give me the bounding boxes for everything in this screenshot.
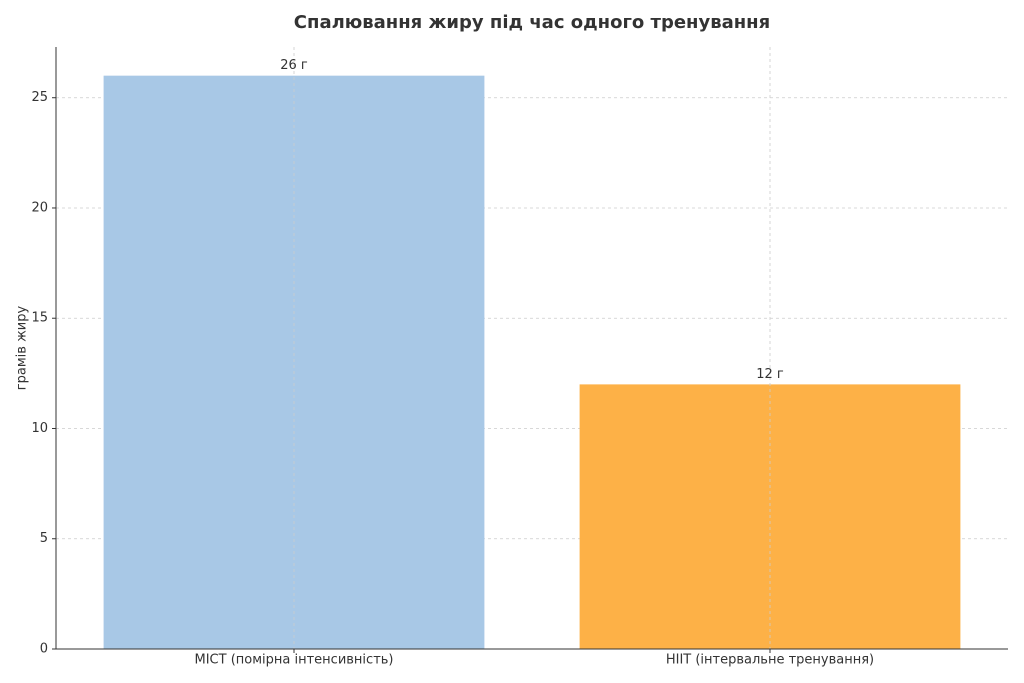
chart-title: Спалювання жиру під час одного тренуванн…: [294, 12, 770, 33]
y-axis-label: грамів жиру: [15, 306, 30, 391]
y-tick-label: 0: [40, 642, 48, 657]
y-tick-label: 15: [31, 311, 48, 326]
y-tick-label: 25: [31, 90, 48, 105]
value-label: 26 г: [280, 58, 308, 73]
x-tick-label: HIIT (інтервальне тренування): [666, 653, 874, 668]
y-tick-label: 20: [31, 200, 48, 215]
y-tick-label: 10: [31, 421, 48, 436]
y-tick-label: 5: [40, 531, 48, 546]
value-label: 12 г: [756, 367, 784, 382]
x-tick-label: MICT (помірна інтенсивність): [195, 653, 394, 668]
